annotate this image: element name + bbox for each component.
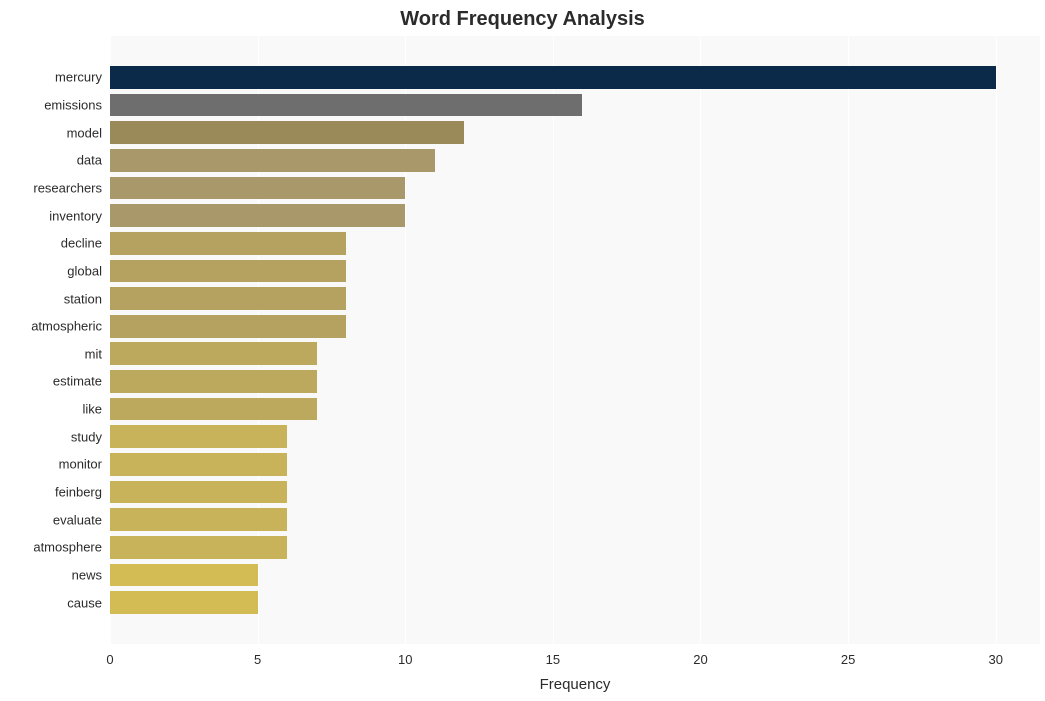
y-tick-label: inventory xyxy=(49,208,110,223)
bar xyxy=(110,398,317,421)
y-tick-label: model xyxy=(67,125,110,140)
x-tick-label: 0 xyxy=(106,644,113,667)
y-tick-label: researchers xyxy=(33,180,110,195)
x-tick-label: 25 xyxy=(841,644,855,667)
y-tick-label: mit xyxy=(85,346,110,361)
y-tick-label: station xyxy=(64,291,110,306)
x-grid-line xyxy=(553,36,554,644)
y-tick-label: decline xyxy=(61,236,110,251)
bar xyxy=(110,121,464,144)
y-tick-label: monitor xyxy=(59,457,110,472)
y-tick-label: global xyxy=(67,263,110,278)
bar xyxy=(110,370,317,393)
bar xyxy=(110,564,258,587)
bar xyxy=(110,481,287,504)
bar xyxy=(110,204,405,227)
x-tick-label: 10 xyxy=(398,644,412,667)
y-tick-label: cause xyxy=(67,595,110,610)
y-tick-label: study xyxy=(71,429,110,444)
plot-area: Frequency 051015202530mercuryemissionsmo… xyxy=(110,36,1040,644)
y-tick-label: emissions xyxy=(44,98,110,113)
y-tick-label: feinberg xyxy=(55,484,110,499)
x-tick-label: 15 xyxy=(546,644,560,667)
bar xyxy=(110,232,346,255)
y-tick-label: data xyxy=(77,153,110,168)
x-tick-label: 30 xyxy=(988,644,1002,667)
y-tick-label: like xyxy=(82,402,110,417)
chart-title: Word Frequency Analysis xyxy=(0,8,1045,31)
bar xyxy=(110,260,346,283)
bar xyxy=(110,315,346,338)
bar xyxy=(110,149,435,172)
y-tick-label: atmospheric xyxy=(31,319,110,334)
bar xyxy=(110,66,996,89)
y-tick-label: evaluate xyxy=(53,512,110,527)
bar xyxy=(110,591,258,614)
x-tick-label: 20 xyxy=(693,644,707,667)
y-tick-label: atmosphere xyxy=(33,540,110,555)
x-axis-label: Frequency xyxy=(540,676,611,693)
bar xyxy=(110,94,582,117)
bar xyxy=(110,508,287,531)
y-tick-label: estimate xyxy=(53,374,110,389)
y-tick-label: mercury xyxy=(55,70,110,85)
bar xyxy=(110,177,405,200)
chart-container: Word Frequency Analysis Frequency 051015… xyxy=(0,0,1045,701)
x-grid-line xyxy=(848,36,849,644)
bar xyxy=(110,536,287,559)
x-grid-line xyxy=(996,36,997,644)
x-tick-label: 5 xyxy=(254,644,261,667)
bar xyxy=(110,287,346,310)
bar xyxy=(110,453,287,476)
bar xyxy=(110,342,317,365)
bar xyxy=(110,425,287,448)
y-tick-label: news xyxy=(72,567,110,582)
x-grid-line xyxy=(700,36,701,644)
